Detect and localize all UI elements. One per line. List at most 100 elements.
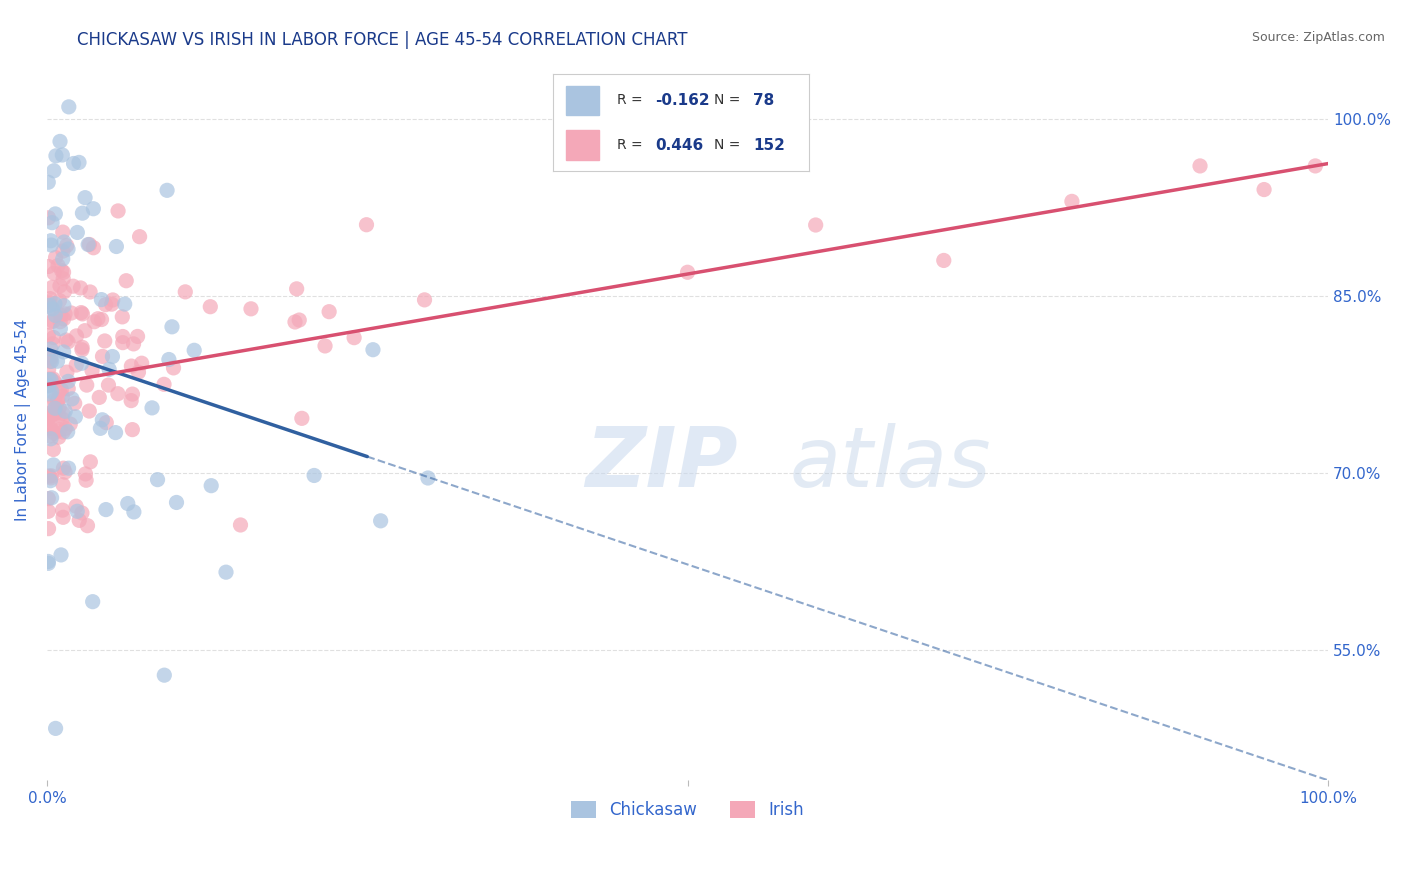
Point bbox=[37, 379, 59, 393]
Point bbox=[45, 251, 67, 265]
Point bbox=[302, 468, 325, 483]
Point bbox=[42, 336, 65, 351]
Point bbox=[240, 301, 263, 316]
Point bbox=[39, 420, 62, 434]
Point bbox=[200, 300, 222, 314]
Point bbox=[89, 391, 111, 405]
Point bbox=[51, 503, 73, 517]
Point bbox=[37, 504, 59, 518]
Point bbox=[48, 409, 70, 423]
Point bbox=[79, 285, 101, 299]
Point bbox=[38, 469, 60, 483]
Point bbox=[39, 373, 62, 387]
Point bbox=[37, 175, 59, 189]
Point bbox=[69, 281, 91, 295]
Point bbox=[49, 423, 72, 437]
Point bbox=[101, 350, 124, 364]
Point bbox=[166, 495, 188, 509]
Point bbox=[51, 148, 73, 162]
Point bbox=[52, 406, 75, 420]
Point bbox=[37, 410, 59, 425]
Point bbox=[41, 408, 63, 422]
Point bbox=[56, 375, 79, 389]
Point bbox=[70, 356, 93, 370]
Point bbox=[127, 365, 149, 379]
Point bbox=[39, 292, 62, 306]
Point bbox=[53, 285, 76, 299]
Point bbox=[70, 340, 93, 354]
Point bbox=[285, 282, 308, 296]
Point bbox=[45, 149, 67, 163]
Point bbox=[98, 362, 121, 376]
Point bbox=[39, 471, 62, 485]
Point bbox=[38, 373, 60, 387]
Point bbox=[58, 100, 80, 114]
Point bbox=[91, 350, 114, 364]
Point bbox=[44, 392, 66, 407]
Point bbox=[38, 522, 60, 536]
Point bbox=[122, 505, 145, 519]
Point bbox=[38, 377, 60, 392]
Point bbox=[153, 377, 176, 392]
Point bbox=[46, 392, 69, 407]
Point bbox=[83, 315, 105, 329]
Point bbox=[127, 329, 149, 343]
Point bbox=[44, 401, 66, 416]
Point bbox=[77, 404, 100, 418]
Point bbox=[284, 315, 307, 329]
Point bbox=[42, 372, 65, 386]
Point bbox=[121, 423, 143, 437]
Point bbox=[1060, 194, 1083, 209]
Point bbox=[79, 237, 101, 252]
Point bbox=[343, 331, 366, 345]
Point bbox=[146, 473, 169, 487]
Point bbox=[67, 155, 90, 169]
Point bbox=[157, 352, 180, 367]
Point bbox=[48, 384, 70, 399]
Point bbox=[39, 429, 62, 443]
Point bbox=[42, 266, 65, 280]
Point bbox=[314, 339, 336, 353]
Point bbox=[49, 135, 72, 149]
Point bbox=[60, 306, 83, 320]
Point bbox=[39, 238, 62, 252]
Point bbox=[361, 343, 384, 357]
Point bbox=[41, 354, 63, 368]
Point bbox=[66, 504, 89, 518]
Point bbox=[37, 557, 59, 571]
Point bbox=[46, 259, 69, 273]
Point bbox=[91, 413, 114, 427]
Point bbox=[52, 252, 75, 266]
Point bbox=[37, 328, 59, 343]
Point bbox=[44, 309, 66, 323]
Point bbox=[100, 297, 122, 311]
Point bbox=[94, 502, 117, 516]
Point bbox=[82, 202, 104, 216]
Point bbox=[288, 313, 311, 327]
Point bbox=[56, 242, 79, 256]
Point bbox=[90, 312, 112, 326]
Point bbox=[51, 383, 73, 397]
Point bbox=[318, 304, 340, 318]
Point bbox=[70, 506, 93, 520]
Point bbox=[52, 265, 75, 279]
Point bbox=[49, 308, 72, 322]
Point bbox=[51, 389, 73, 403]
Point bbox=[39, 342, 62, 356]
Point bbox=[82, 241, 104, 255]
Point bbox=[37, 411, 59, 425]
Point bbox=[58, 382, 80, 396]
Point bbox=[39, 387, 62, 401]
Point bbox=[42, 442, 65, 457]
Point bbox=[122, 337, 145, 351]
Point bbox=[80, 363, 103, 377]
Point bbox=[52, 311, 75, 326]
Point bbox=[82, 595, 104, 609]
Point bbox=[65, 358, 87, 372]
Point bbox=[44, 376, 66, 390]
Point bbox=[1305, 159, 1327, 173]
Point bbox=[62, 279, 84, 293]
Point bbox=[131, 356, 153, 370]
Point bbox=[37, 554, 59, 568]
Point bbox=[120, 393, 142, 408]
